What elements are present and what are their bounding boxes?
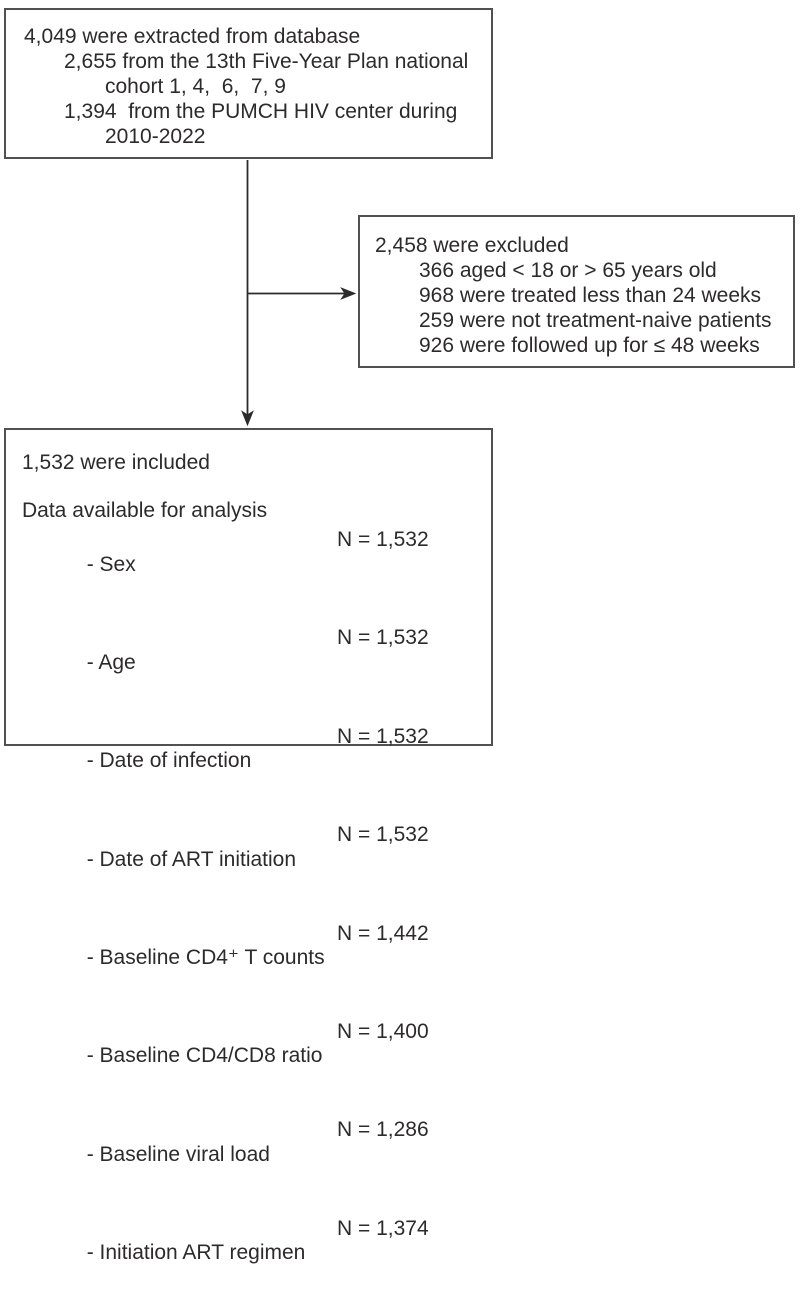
included-title: 1,532 were included xyxy=(22,451,210,474)
data-item-value: N = 1,374 xyxy=(337,1216,429,1240)
data-item-value: N = 1,532 xyxy=(337,626,429,650)
extracted-box: 4,049 were extracted from database 2,655… xyxy=(4,8,493,159)
data-item-value: N = 1,532 xyxy=(337,823,429,847)
extracted-line: 1,394 from the PUMCH HIV center during xyxy=(64,100,458,123)
extracted-line: 2,655 from the 13th Five-Year Plan natio… xyxy=(64,50,469,73)
data-item-value: N = 1,442 xyxy=(337,921,429,945)
flow-diagram: 4,049 were extracted from database 2,655… xyxy=(4,8,795,1265)
data-item-label: - Age xyxy=(86,650,136,674)
data-item-value: N = 1,532 xyxy=(337,724,429,748)
data-available-list: - Sex N = 1,532 - Age N = 1,532 - Date o… xyxy=(22,528,481,1315)
data-available-heading: Data available for analysis xyxy=(22,499,268,522)
excluded-line: 926 were followed up for ≤ 48 weeks xyxy=(419,334,760,357)
included-box: 1,532 were included Data available for a… xyxy=(4,428,493,1264)
data-row: - Baseline CD4/CD8 ratio N = 1,400 xyxy=(22,1020,481,1118)
data-item-label: - Date of infection xyxy=(86,749,252,773)
data-item-label: - Sex xyxy=(86,552,136,576)
extracted-line: 4,049 were extracted from database xyxy=(24,25,361,48)
data-row: - Date of infection N = 1,532 xyxy=(22,725,481,823)
data-row: - Initiation ART regimen N = 1,374 xyxy=(22,1217,481,1315)
excluded-line: 366 aged < 18 or > 65 years old xyxy=(419,259,717,282)
data-item-label: - Baseline CD4/CD8 ratio xyxy=(86,1044,323,1068)
excluded-box: 2,458 were excluded 366 aged < 18 or > 6… xyxy=(358,215,795,368)
data-item-value: N = 1,286 xyxy=(337,1118,429,1142)
data-item-label: - Date of ART initiation xyxy=(86,847,297,871)
data-row: - Age N = 1,532 xyxy=(22,626,481,724)
data-row: - Date of ART initiation N = 1,532 xyxy=(22,823,481,921)
excluded-line: 259 were not treatment-naive patients xyxy=(419,309,772,332)
data-item-label: - Baseline CD4⁺ T counts xyxy=(86,946,325,970)
data-row: - Sex N = 1,532 xyxy=(22,528,481,626)
data-row: - Baseline CD4⁺ T counts N = 1,442 xyxy=(22,922,481,1020)
extracted-line: 2010-2022 xyxy=(105,125,206,148)
data-item-label: - Initiation ART regimen xyxy=(86,1241,306,1265)
data-item-value: N = 1,400 xyxy=(337,1019,429,1043)
excluded-line: 2,458 were excluded xyxy=(375,234,569,257)
data-row: - Baseline viral load N = 1,286 xyxy=(22,1118,481,1216)
extracted-line: cohort 1, 4, 6, 7, 9 xyxy=(105,75,286,98)
excluded-line: 968 were treated less than 24 weeks xyxy=(419,284,762,307)
data-item-value: N = 1,532 xyxy=(337,528,429,551)
data-item-label: - Baseline viral load xyxy=(86,1142,270,1166)
